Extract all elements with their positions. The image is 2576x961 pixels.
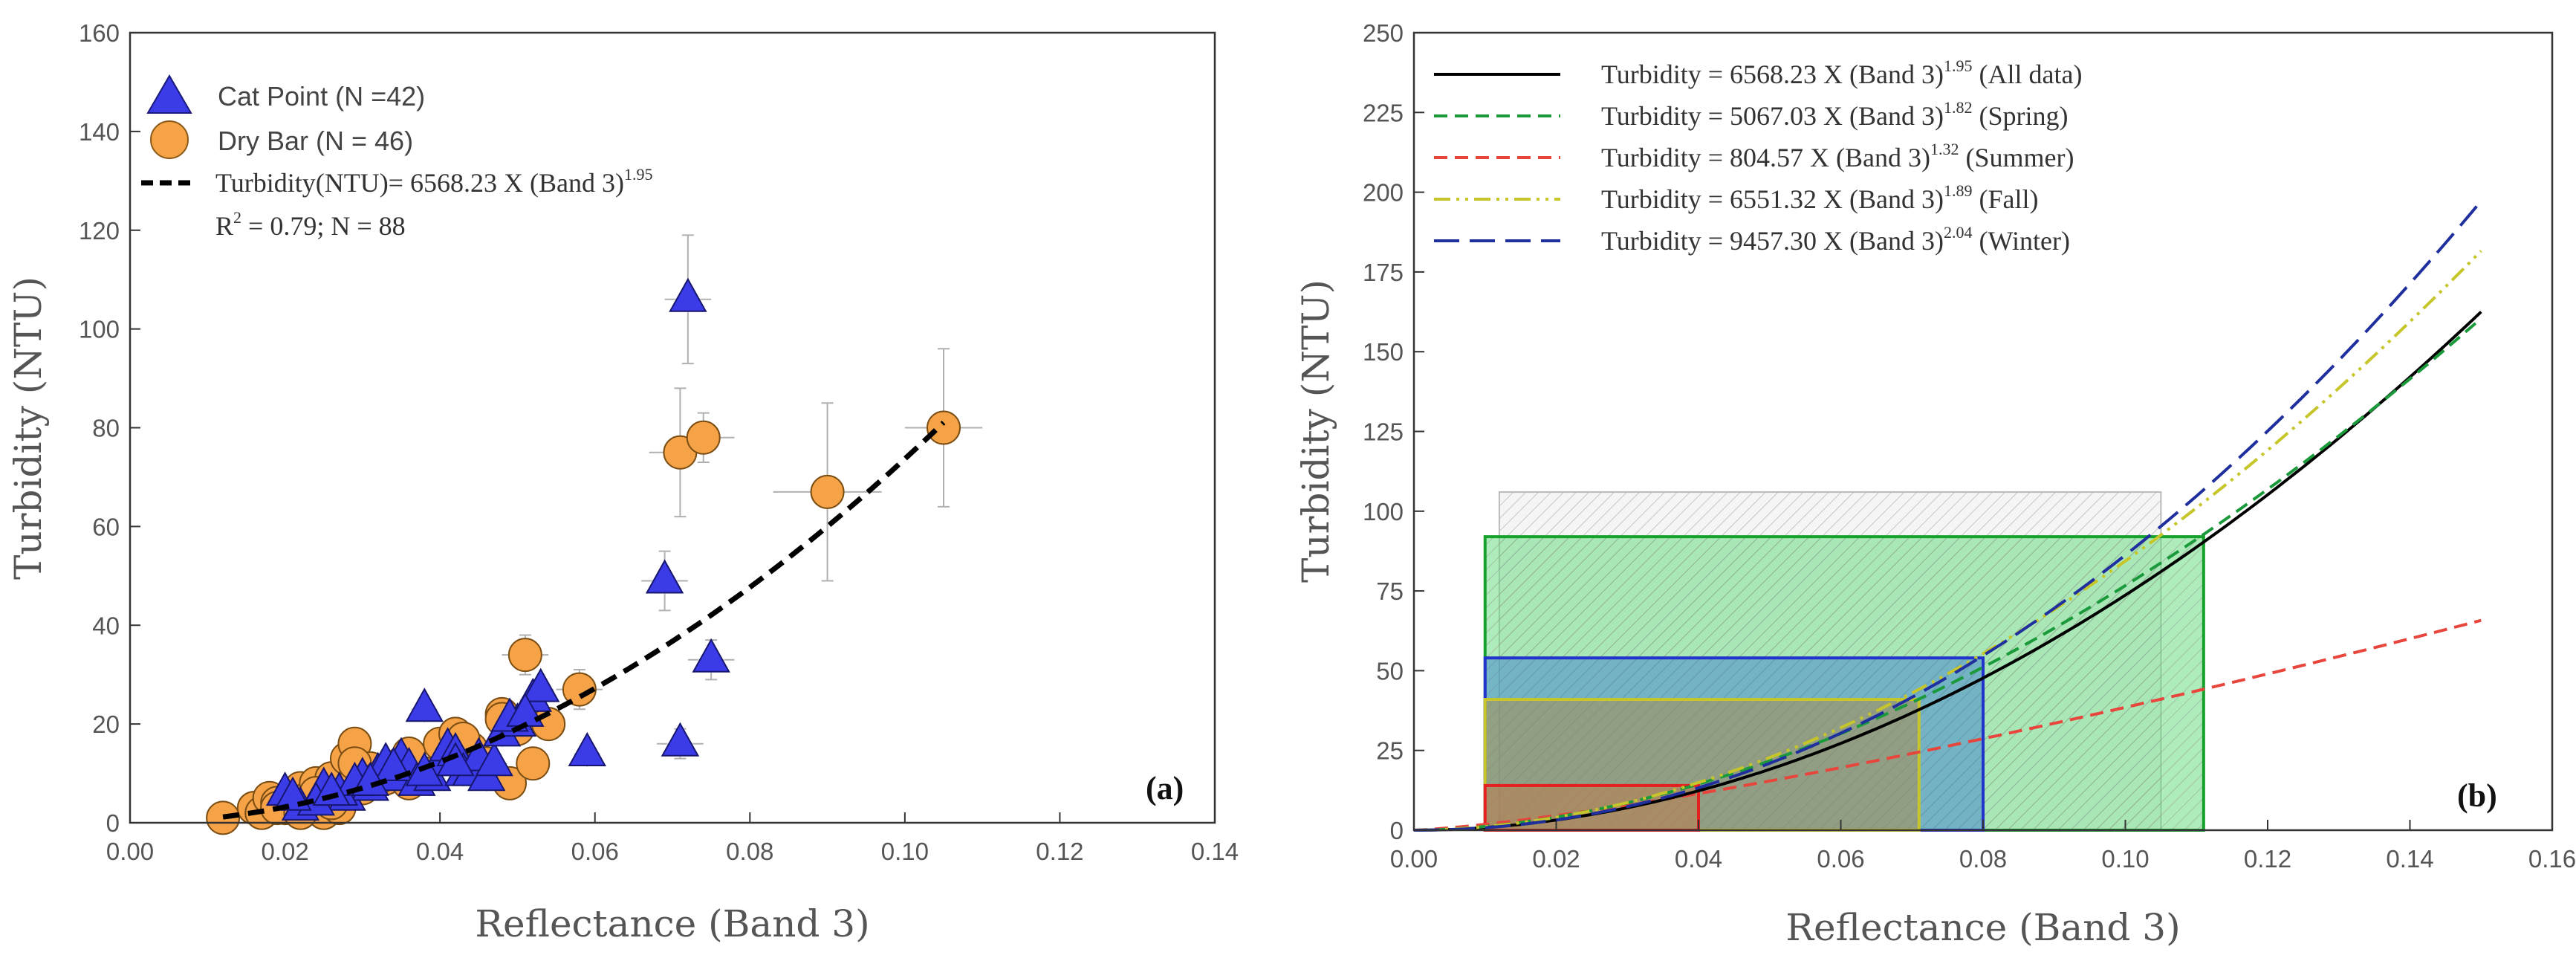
panel-a-label: (a) [1146, 770, 1184, 806]
panel-a-x-tick-label: 0.04 [416, 838, 464, 865]
panel-a-x-tick-label: 0.06 [571, 838, 619, 865]
panel-a-fit-curve [222, 420, 946, 820]
panel-a-frame [129, 31, 1216, 824]
panel-a-legend: Cat Point (N =42) Dry Bar (N = 46) Turbi… [141, 74, 652, 241]
legend-fit-stats: R2 = 0.79; N = 88 [215, 208, 406, 241]
panel-b-x-tick-labels: 0.00 0.02 0.04 0.06 0.08 0.10 0.12 0.14 0.16 [1390, 845, 2576, 873]
panel-a-y-tick-labels: 0 20 40 60 80 100 120 140 160 [79, 19, 120, 837]
panel-a-x-tick-label: 0.14 [1191, 838, 1239, 865]
dry-bar-point [507, 638, 542, 673]
cat-point-point [374, 746, 413, 781]
cat-point-point [645, 559, 684, 594]
legend-dry-bar-label: Dry Bar (N = 46) [218, 126, 413, 156]
dry-bar-point [516, 746, 551, 781]
panel-b-x-tick-label: 0.12 [2244, 845, 2291, 873]
panel-a-y-tick-label: 140 [79, 118, 120, 146]
panel-b-curves [1413, 200, 2482, 832]
panel-b-frame [1412, 31, 2554, 832]
panel-a-x-tick-label: 0.02 [261, 838, 308, 865]
legend-fit-label: Turbidity(NTU)= 6568.23 X (Band 3)1.95 [215, 165, 652, 198]
panel-a-y-tick-label: 60 [92, 513, 120, 540]
panel-a-error-bars [210, 234, 983, 832]
cat-point-point [568, 731, 606, 766]
curve-fall [1413, 250, 2482, 832]
dry-bar-point [810, 474, 845, 509]
panel-a-x-tick-label: 0.10 [881, 838, 929, 865]
panel-b-label: (b) [2457, 777, 2497, 814]
legend-label-summer: Turbidity = 804.57 X (Band 3)1.32 (Summe… [1601, 140, 2074, 172]
panel-b-x-tick-label: 0.08 [1959, 845, 2007, 873]
panel-b-y-tick-label: 225 [1363, 99, 1404, 126]
panel-a-y-tick-label: 80 [92, 415, 120, 442]
cat-point-point [405, 687, 444, 722]
cat-point-point [669, 277, 707, 312]
panel-a-x-tick-labels: 0.00 0.02 0.04 0.06 0.08 0.10 0.12 0.14 [106, 838, 1239, 865]
legend-label-all-data: Turbidity = 6568.23 X (Band 3)1.95 (All … [1601, 56, 2082, 89]
panel-a-x-axis-title: Reflectance (Band 3) [475, 902, 869, 945]
cat-point-point [475, 742, 513, 777]
panel-b: 0.00 0.02 0.04 0.06 0.08 0.10 0.12 0.14 0.16 0 25… [1294, 19, 2576, 949]
panel-b-y-tick-labels: 0 25 50 75 100 125 150 175 200 225 250 [1363, 19, 1404, 844]
curve-winter [1414, 200, 2482, 832]
panel-b-x-tick-label: 0.00 [1390, 845, 1438, 873]
legend-dry-bar-marker [150, 120, 189, 159]
dry-bar-point [927, 410, 961, 445]
dry-bar-point [206, 800, 241, 835]
panel-a-y-axis-title: Turbidity (NTU) [7, 276, 50, 580]
panel-b-x-tick-label: 0.06 [1817, 845, 1864, 873]
dry-bar-point [562, 672, 597, 707]
panel-b-y-tick-label: 100 [1363, 498, 1404, 525]
panel-b-x-axis-title: Reflectance (Band 3) [1785, 906, 2180, 949]
panel-a-y-tick-label: 0 [106, 809, 120, 837]
dry-bar-point [686, 420, 721, 455]
cat-point-point [692, 638, 730, 673]
panel-b-y-tick-label: 75 [1376, 577, 1404, 605]
legend-cat-point-label: Cat Point (N =42) [218, 81, 425, 111]
legend-label-spring: Turbidity = 5067.03 X (Band 3)1.82 (Spri… [1601, 98, 2069, 131]
panel-b-y-axis-title: Turbidity (NTU) [1294, 279, 1337, 583]
panel-b-x-tick-label: 0.04 [1675, 845, 1722, 873]
panel-b-x-tick-label: 0.10 [2101, 845, 2149, 873]
panel-b-x-tick-label: 0.14 [2386, 845, 2433, 873]
curve-spring [1413, 317, 2482, 832]
panel-a-y-tick-label: 160 [79, 19, 120, 47]
panel-b-y-tick-label: 125 [1363, 418, 1404, 446]
panel-b-x-tick-label: 0.02 [1532, 845, 1580, 873]
panel-a-x-tick-label: 0.00 [106, 838, 154, 865]
panel-b-range-boxes [1483, 491, 2205, 832]
panel-b-y-tick-label: 200 [1363, 179, 1404, 207]
panel-a-y-tick-label: 120 [79, 217, 120, 245]
panel-a-x-tick-label: 0.08 [726, 838, 773, 865]
legend-label-winter: Turbidity = 9457.30 X (Band 3)2.04 (Wint… [1601, 223, 2070, 256]
panel-b-y-tick-label: 175 [1363, 259, 1404, 286]
panel-b-y-tick-label: 150 [1363, 338, 1404, 366]
panel-b-y-tick-label: 250 [1363, 19, 1404, 47]
cat-point-point [522, 667, 560, 702]
panel-a: 0.00 0.02 0.04 0.06 0.08 0.10 0.12 0.14 0 20 40 60… [7, 19, 1239, 945]
legend-label-fall: Turbidity = 6551.32 X (Band 3)1.89 (Fall… [1601, 181, 2038, 214]
cat-point-point [661, 722, 700, 757]
panel-a-y-tick-label: 100 [79, 316, 120, 343]
panel-a-x-tick-label: 0.12 [1036, 838, 1083, 865]
panel-b-y-tick-label: 0 [1390, 817, 1404, 844]
panel-b-y-tick-label: 50 [1376, 657, 1404, 685]
panel-b-y-tick-label: 25 [1376, 737, 1404, 765]
panel-b-x-tick-label: 0.16 [2528, 845, 2576, 873]
legend-cat-point-marker [146, 74, 192, 114]
panel-b-legend: Turbidity = 6568.23 X (Band 3)1.95 (All … [1434, 56, 2082, 256]
panel-a-y-tick-label: 40 [92, 612, 120, 639]
panel-a-y-tick-label: 20 [92, 711, 120, 738]
panel-a-points [206, 277, 961, 835]
